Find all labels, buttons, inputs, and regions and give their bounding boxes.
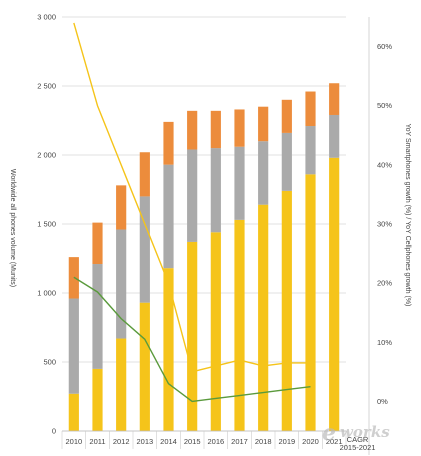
bar-segment-1 xyxy=(68,298,79,394)
bar-segment-0 xyxy=(210,232,221,431)
series-line-0 xyxy=(73,22,311,373)
x-tick-label: 2012 xyxy=(113,437,130,446)
y-left-tick-label: 1 000 xyxy=(37,289,56,298)
bar-segment-0 xyxy=(305,174,316,431)
bar-segment-2 xyxy=(305,91,316,127)
bar-segment-1 xyxy=(163,164,174,269)
bar-segment-0 xyxy=(281,190,292,431)
bar-segment-1 xyxy=(258,141,269,205)
bar-segment-1 xyxy=(116,229,127,339)
lines-layer xyxy=(73,22,311,403)
bar-segment-2 xyxy=(116,185,127,230)
bar-segment-0 xyxy=(116,338,127,431)
x-tick-label: 2021 xyxy=(326,437,343,446)
cagr-label: CAGR 2015-2021 xyxy=(340,435,376,452)
bar-segment-1 xyxy=(305,126,316,175)
x-tick-label: 2017 xyxy=(231,437,248,446)
x-tick-label: 2020 xyxy=(302,437,319,446)
y-left-tick-label: 2 000 xyxy=(37,151,56,160)
bar-segment-2 xyxy=(139,152,150,197)
x-tick-label: 2018 xyxy=(255,437,272,446)
watermark-prefix: e xyxy=(322,420,336,446)
y-left-tick-label: 1 500 xyxy=(37,220,56,229)
y-left-tick-label: 3 000 xyxy=(37,13,56,22)
bar-segment-1 xyxy=(234,146,245,220)
bar-segment-1 xyxy=(329,114,340,158)
axes-layer: 0 500 1 000 1 500 2 000 2 500 3 000 0% 10% 20% 30%… xyxy=(37,13,392,455)
y-right-tick-label: 30% xyxy=(377,220,392,229)
x-tick-label: 2019 xyxy=(278,437,295,446)
gridlines xyxy=(62,16,346,432)
watermark-logo: e works xyxy=(322,420,390,446)
y-left-tick-label: 0 xyxy=(52,427,56,436)
y-axis-left-label: Worldwide all phones volume (Munits) xyxy=(9,169,16,287)
bar-segment-2 xyxy=(258,106,269,142)
bar-segment-2 xyxy=(281,99,292,133)
x-tick-label: 2010 xyxy=(65,437,82,446)
y-right-tick-label: 10% xyxy=(377,338,392,347)
y-right-tick-label: 60% xyxy=(377,42,392,51)
bar-segment-0 xyxy=(234,219,245,431)
x-tick-label: 2016 xyxy=(207,437,224,446)
y-right-tick-label: 40% xyxy=(377,160,392,169)
watermark-text: works xyxy=(340,423,390,441)
y-right-tick-label: 50% xyxy=(377,101,392,110)
bar-segment-2 xyxy=(187,110,198,150)
bar-segment-2 xyxy=(163,121,174,165)
bar-segment-0 xyxy=(258,204,269,431)
bar-segment-1 xyxy=(187,149,198,242)
bar-segment-1 xyxy=(210,148,221,233)
y-left-tick-label: 2 500 xyxy=(37,82,56,91)
bar-segment-1 xyxy=(281,132,292,191)
bar-segment-2 xyxy=(210,110,221,149)
y-right-tick-label: 0% xyxy=(377,397,388,406)
bar-segment-0 xyxy=(139,302,150,431)
y-right-tick-label: 20% xyxy=(377,279,392,288)
bars-layer xyxy=(68,83,340,431)
bar-segment-2 xyxy=(329,83,340,115)
bar-segment-0 xyxy=(68,393,79,431)
x-tick-label: 2011 xyxy=(89,437,105,446)
bar-segment-2 xyxy=(92,222,103,265)
bar-segment-0 xyxy=(163,268,174,431)
bar-segment-0 xyxy=(92,368,103,431)
series-line-1 xyxy=(73,276,311,403)
x-tick-label: 2013 xyxy=(136,437,153,446)
bar-segment-2 xyxy=(234,109,245,147)
x-tick-label: 2014 xyxy=(160,437,177,446)
bar-segment-1 xyxy=(139,196,150,303)
bar-segment-1 xyxy=(92,264,103,369)
x-tick-label: 2015 xyxy=(184,437,201,446)
y-axis-right-label: YoY Smartphones growth (%) / YoY Cellpho… xyxy=(404,124,411,307)
bar-segment-0 xyxy=(329,157,340,431)
y-left-tick-label: 500 xyxy=(43,358,56,367)
bar-segment-0 xyxy=(187,241,198,431)
